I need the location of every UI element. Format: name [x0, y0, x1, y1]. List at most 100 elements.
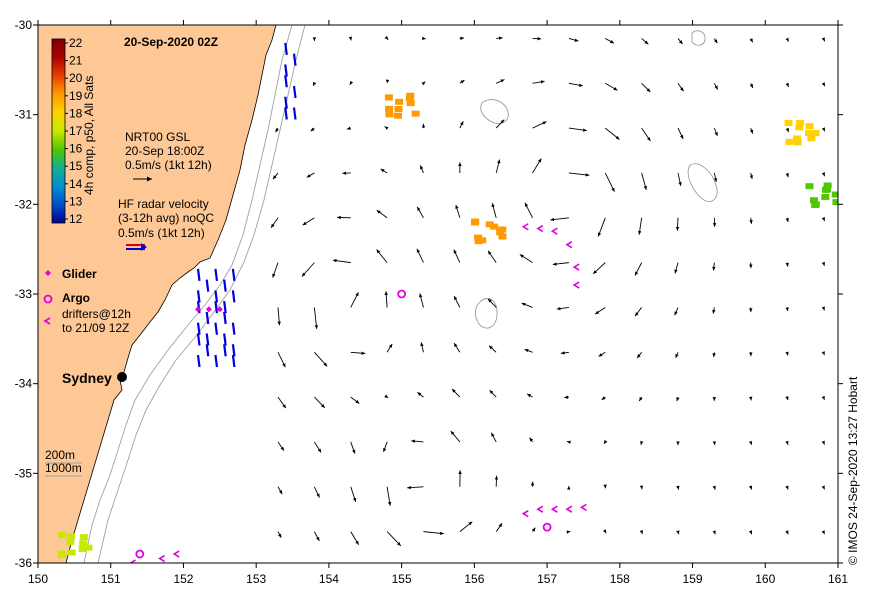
sst-pixel	[822, 186, 831, 193]
sst-pixel	[474, 238, 483, 245]
current-vector-head	[352, 497, 357, 502]
sst-pixel	[811, 129, 820, 136]
current-vector-head	[348, 36, 353, 41]
y-tick-label: -35	[15, 466, 33, 480]
current-vector-head	[524, 348, 529, 353]
current-vector-head	[712, 309, 716, 314]
current-vector-head	[376, 249, 381, 254]
isobath-1000m	[97, 25, 306, 563]
y-tick-label: -36	[15, 556, 33, 570]
current-vector-head	[556, 306, 561, 311]
sydney-label: Sydney	[62, 370, 112, 386]
current-vector-head	[675, 353, 679, 358]
current-vector-head	[376, 210, 381, 214]
current-vector-head	[748, 440, 753, 445]
sst-pixel	[393, 112, 402, 119]
current-vector-head	[609, 40, 614, 44]
hf-radar-vector	[196, 290, 201, 303]
current-vector-head	[312, 37, 316, 41]
current-vector-head	[567, 485, 571, 490]
legend-drifter-label-2: to 21/09 12Z	[62, 321, 129, 335]
current-vector-head	[417, 392, 422, 396]
current-vector-head	[530, 481, 535, 486]
current-vector-head	[603, 484, 607, 489]
current-vector-head	[646, 137, 651, 142]
sst-pixel	[385, 111, 394, 118]
current-vector-head	[566, 440, 571, 444]
x-tick-label: 161	[828, 572, 848, 586]
current-vector-head	[680, 134, 684, 139]
current-vector-head	[384, 394, 389, 398]
sst-pixel	[385, 105, 394, 112]
hf-radar-vector	[231, 268, 236, 282]
colorbar-tick-label: 14	[69, 177, 83, 191]
current-vector-head	[674, 269, 678, 274]
credit-text: © IMOS 24-Sep-2020 13:27 Hobart	[846, 376, 860, 565]
current-vector-head	[498, 36, 503, 40]
current-vector-head	[277, 321, 281, 326]
current-vector-head	[488, 250, 492, 255]
current-vector-head	[615, 135, 620, 140]
sst-pixel	[823, 182, 832, 189]
hf-radar-vector	[196, 333, 201, 346]
sst-pixel	[384, 94, 393, 101]
current-vector-head	[678, 40, 683, 45]
hf-radar-vector	[214, 290, 219, 303]
sst-pixel	[784, 120, 793, 127]
current-vector-head	[574, 38, 579, 42]
current-vector-head	[821, 127, 825, 132]
hf-radar-vector	[223, 333, 227, 346]
hf-radar-vector	[196, 354, 201, 368]
current-vector-head	[585, 173, 590, 177]
current-vector-head	[275, 128, 279, 133]
hf-radar-vector	[205, 311, 210, 325]
current-vector-head	[785, 37, 789, 42]
colorbar-tick-label: 12	[69, 212, 83, 226]
hf-radar-layer	[196, 42, 297, 368]
current-vector-head	[384, 291, 388, 296]
x-tick-label: 150	[28, 572, 48, 586]
current-vector-head	[675, 227, 680, 231]
drifter-position	[172, 550, 180, 558]
colorbar-ticks: 22 21 20 19 18 17 16 15 14 13 12	[65, 36, 83, 226]
hf-radar-vector	[231, 354, 236, 368]
glider-position	[195, 306, 201, 313]
current-vector-head	[785, 485, 789, 490]
current-vector-head	[306, 174, 311, 178]
colorbar-tick-label: 21	[69, 54, 83, 68]
current-vector-head	[332, 258, 337, 263]
hf-radar-vector	[284, 96, 288, 109]
x-tick-label: 160	[755, 572, 775, 586]
colorbar-tick-label: 18	[69, 106, 83, 120]
current-vector-head	[714, 132, 718, 136]
sst-pixel	[832, 199, 838, 206]
colorbar-tick-label: 19	[69, 89, 83, 103]
sst-pixel	[406, 92, 415, 99]
sst-pixel	[811, 202, 820, 209]
current-vector-head	[566, 530, 571, 534]
current-vector-head	[419, 293, 423, 298]
colorbar-tick-label: 16	[69, 142, 83, 156]
current-vector-head	[749, 38, 753, 43]
current-vector-head	[497, 159, 501, 164]
current-vector-head	[601, 396, 606, 400]
current-vector-head	[712, 223, 717, 227]
current-vector-head	[611, 187, 615, 192]
sst-pixel	[394, 106, 403, 113]
current-vector-head	[678, 181, 682, 186]
sst-pixel	[805, 123, 814, 130]
current-vector-head	[531, 527, 536, 532]
current-vector-head	[323, 362, 328, 367]
current-vector-head	[301, 272, 306, 277]
y-tick-label: -34	[15, 377, 33, 391]
hf-radar-vector	[214, 268, 219, 282]
current-vector-head	[637, 354, 641, 358]
sst-pixel	[793, 139, 802, 146]
current-vector-head	[317, 448, 322, 453]
current-vector-head	[748, 396, 753, 401]
current-vector-head	[613, 87, 618, 91]
current-vector-head	[387, 501, 392, 506]
current-vector-head	[458, 162, 462, 166]
current-vector-head	[785, 396, 789, 401]
current-vector-head	[416, 248, 420, 253]
